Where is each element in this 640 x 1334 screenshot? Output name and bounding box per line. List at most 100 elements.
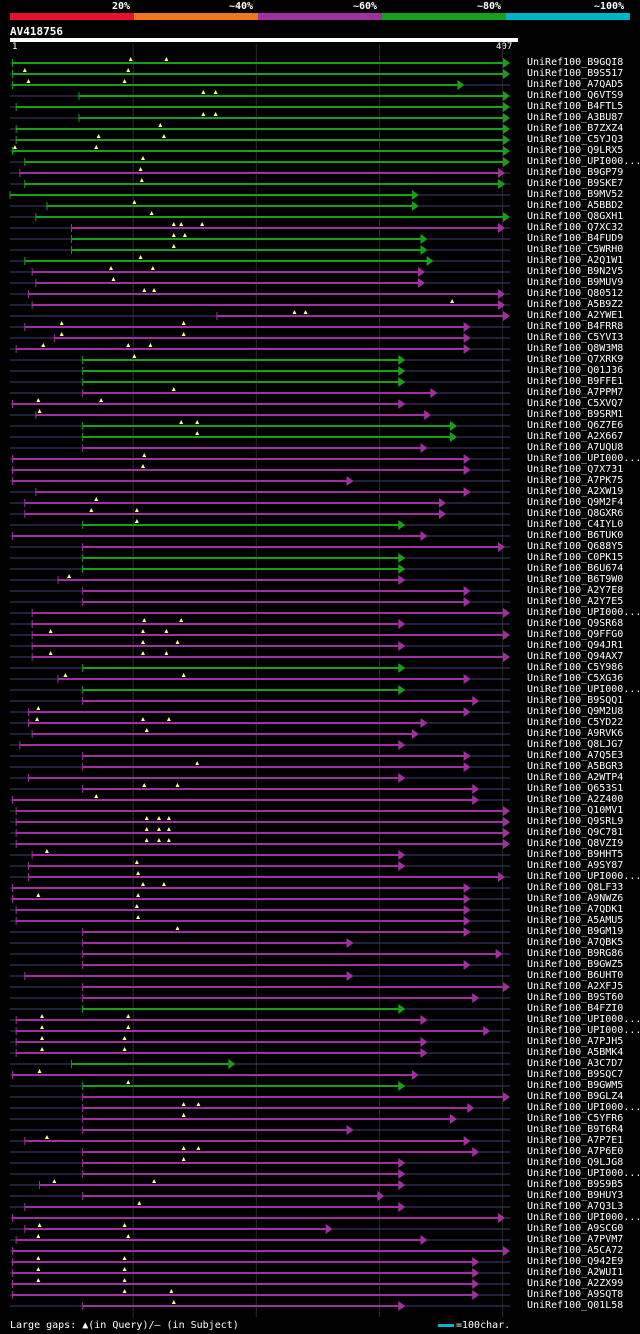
hit-label[interactable]: UniRef100_B9GWZ5 — [527, 959, 624, 970]
hit-label[interactable]: UniRef100_A3C7D7 — [527, 1058, 624, 1069]
hit-label[interactable]: UniRef100_Q7XC32 — [527, 222, 624, 233]
hit-label[interactable]: UniRef100_B9FFE1 — [527, 376, 624, 387]
hit-label[interactable]: UniRef100_C4IYL0 — [527, 519, 624, 530]
hit-label[interactable]: UniRef100_B4FRR8 — [527, 321, 624, 332]
hit-label[interactable]: UniRef100_Q10MV1 — [527, 805, 624, 816]
hit-label[interactable]: UniRef100_Q8VZI9 — [527, 838, 624, 849]
hit-label[interactable]: UniRef100_Q8W3M8 — [527, 343, 624, 354]
hit-label[interactable]: UniRef100_Q6VTS9 — [527, 90, 624, 101]
hit-label[interactable]: UniRef100_UPI000... — [527, 156, 639, 167]
hit-label[interactable]: UniRef100_B9N2V5 — [527, 266, 624, 277]
hit-label[interactable]: UniRef100_A5AMU5 — [527, 915, 624, 926]
hit-label[interactable]: UniRef100_Q9M2U8 — [527, 706, 624, 717]
hit-label[interactable]: UniRef100_B4FUD9 — [527, 233, 624, 244]
hit-label[interactable]: UniRef100_UPI000... — [527, 684, 639, 695]
hit-label[interactable]: UniRef100_Q9C781 — [527, 827, 624, 838]
hit-label[interactable]: UniRef100_Q9FFG0 — [527, 629, 624, 640]
hit-label[interactable]: UniRef100_Q8LJG7 — [527, 739, 624, 750]
hit-label[interactable]: UniRef100_B6T9W0 — [527, 574, 624, 585]
hit-label[interactable]: UniRef100_A2Z400 — [527, 794, 624, 805]
hit-label[interactable]: UniRef100_C5YJQ3 — [527, 134, 624, 145]
hit-label[interactable]: UniRef100_B9S9B5 — [527, 1179, 624, 1190]
hit-label[interactable]: UniRef100_Q8GXH1 — [527, 211, 624, 222]
hit-label[interactable]: UniRef100_Q9SRL9 — [527, 816, 624, 827]
hit-label[interactable]: UniRef100_Q80512 — [527, 288, 624, 299]
hit-label[interactable]: UniRef100_B9HHT5 — [527, 849, 624, 860]
hit-label[interactable]: UniRef100_B9SQQ1 — [527, 695, 624, 706]
hit-label[interactable]: UniRef100_Q6Z7E6 — [527, 420, 624, 431]
hit-label[interactable]: UniRef100_Q653S1 — [527, 783, 624, 794]
hit-label[interactable]: UniRef100_B9ST60 — [527, 992, 624, 1003]
hit-label[interactable]: UniRef100_B6UHT0 — [527, 970, 624, 981]
hit-label[interactable]: UniRef100_B9RG86 — [527, 948, 624, 959]
hit-label[interactable]: UniRef100_C5XVQ7 — [527, 398, 624, 409]
hit-label[interactable]: UniRef100_Q9M2F4 — [527, 497, 624, 508]
hit-label[interactable]: UniRef100_A7QDK1 — [527, 904, 624, 915]
hit-label[interactable]: UniRef100_A2YWE1 — [527, 310, 624, 321]
hit-label[interactable]: UniRef100_UPI000... — [527, 607, 639, 618]
hit-label[interactable]: UniRef100_Q688Y5 — [527, 541, 624, 552]
hit-label[interactable]: UniRef100_UPI000... — [527, 1014, 639, 1025]
hit-label[interactable]: UniRef100_B7ZXZ4 — [527, 123, 624, 134]
hit-label[interactable]: UniRef100_Q9LJG8 — [527, 1157, 624, 1168]
hit-label[interactable]: UniRef100_Q94JR1 — [527, 640, 624, 651]
hit-label[interactable]: UniRef100_Q8LF33 — [527, 882, 624, 893]
hit-label[interactable]: UniRef100_B9T6R4 — [527, 1124, 624, 1135]
hit-label[interactable]: UniRef100_A5BMK4 — [527, 1047, 624, 1058]
hit-label[interactable]: UniRef100_A5BBD2 — [527, 200, 624, 211]
hit-label[interactable]: UniRef100_A7P6E0 — [527, 1146, 624, 1157]
hit-label[interactable]: UniRef100_Q7X731 — [527, 464, 624, 475]
hit-label[interactable]: UniRef100_B9GQI8 — [527, 57, 624, 68]
hit-label[interactable]: UniRef100_B6TUK0 — [527, 530, 624, 541]
hit-label[interactable]: UniRef100_Q9LRX5 — [527, 145, 624, 156]
hit-label[interactable]: UniRef100_A7QBK5 — [527, 937, 624, 948]
hit-label[interactable]: UniRef100_C5XG36 — [527, 673, 624, 684]
hit-label[interactable]: UniRef100_A2XW19 — [527, 486, 624, 497]
hit-label[interactable]: UniRef100_B9GM19 — [527, 926, 624, 937]
hit-label[interactable]: UniRef100_A7PK75 — [527, 475, 624, 486]
hit-label[interactable]: UniRef100_A7PPM7 — [527, 387, 624, 398]
hit-label[interactable]: UniRef100_C5WRH0 — [527, 244, 624, 255]
hit-label[interactable]: UniRef100_A5CA72 — [527, 1245, 624, 1256]
hit-label[interactable]: UniRef100_B6U674 — [527, 563, 624, 574]
hit-label[interactable]: UniRef100_B9SQC7 — [527, 1069, 624, 1080]
hit-label[interactable]: UniRef100_A7QAD5 — [527, 79, 624, 90]
hit-label[interactable]: UniRef100_B9HUY3 — [527, 1190, 624, 1201]
hit-label[interactable]: UniRef100_C5YVI3 — [527, 332, 624, 343]
hit-label[interactable]: UniRef100_B9SKE7 — [527, 178, 624, 189]
hit-label[interactable]: UniRef100_UPI000... — [527, 1102, 639, 1113]
hit-label[interactable]: UniRef100_A2Q1W1 — [527, 255, 624, 266]
hit-label[interactable]: UniRef100_A9SCG0 — [527, 1223, 624, 1234]
hit-label[interactable]: UniRef100_UPI000... — [527, 1025, 639, 1036]
hit-label[interactable]: UniRef100_A5B9Z2 — [527, 299, 624, 310]
hit-label[interactable]: UniRef100_A7Q5E3 — [527, 750, 624, 761]
hit-label[interactable]: UniRef100_A5BGR3 — [527, 761, 624, 772]
hit-label[interactable]: UniRef100_B9MUV9 — [527, 277, 624, 288]
hit-label[interactable]: UniRef100_B9SRM1 — [527, 409, 624, 420]
hit-label[interactable]: UniRef100_UPI000... — [527, 453, 639, 464]
hit-label[interactable]: UniRef100_B9GP79 — [527, 167, 624, 178]
hit-label[interactable]: UniRef100_A7P7E1 — [527, 1135, 624, 1146]
hit-label[interactable]: UniRef100_A9SQT8 — [527, 1289, 624, 1300]
hit-label[interactable]: UniRef100_Q9SR68 — [527, 618, 624, 629]
hit-label[interactable]: UniRef100_Q01J36 — [527, 365, 624, 376]
hit-label[interactable]: UniRef100_B9MV52 — [527, 189, 624, 200]
hit-label[interactable]: UniRef100_A9NWZ6 — [527, 893, 624, 904]
hit-label[interactable]: UniRef100_C0PK15 — [527, 552, 624, 563]
hit-label[interactable]: UniRef100_C5Y986 — [527, 662, 624, 673]
hit-label[interactable]: UniRef100_A2Y7E8 — [527, 585, 624, 596]
hit-label[interactable]: UniRef100_A2ZX99 — [527, 1278, 624, 1289]
hit-label[interactable]: UniRef100_A9RVK6 — [527, 728, 624, 739]
hit-label[interactable]: UniRef100_Q8GXR6 — [527, 508, 624, 519]
hit-label[interactable]: UniRef100_Q7XRK9 — [527, 354, 624, 365]
hit-label[interactable]: UniRef100_A2WTP4 — [527, 772, 624, 783]
hit-label[interactable]: UniRef100_UPI000... — [527, 1212, 639, 1223]
hit-label[interactable]: UniRef100_A2X667 — [527, 431, 624, 442]
hit-label[interactable]: UniRef100_B9S517 — [527, 68, 624, 79]
hit-label[interactable]: UniRef100_A7Q3L3 — [527, 1201, 624, 1212]
hit-label[interactable]: UniRef100_A7PJH5 — [527, 1036, 624, 1047]
hit-label[interactable]: UniRef100_Q94AX7 — [527, 651, 624, 662]
hit-label[interactable]: UniRef100_B4FTL5 — [527, 101, 624, 112]
hit-label[interactable]: UniRef100_A3BU87 — [527, 112, 624, 123]
hit-label[interactable]: UniRef100_B4FZI0 — [527, 1003, 624, 1014]
